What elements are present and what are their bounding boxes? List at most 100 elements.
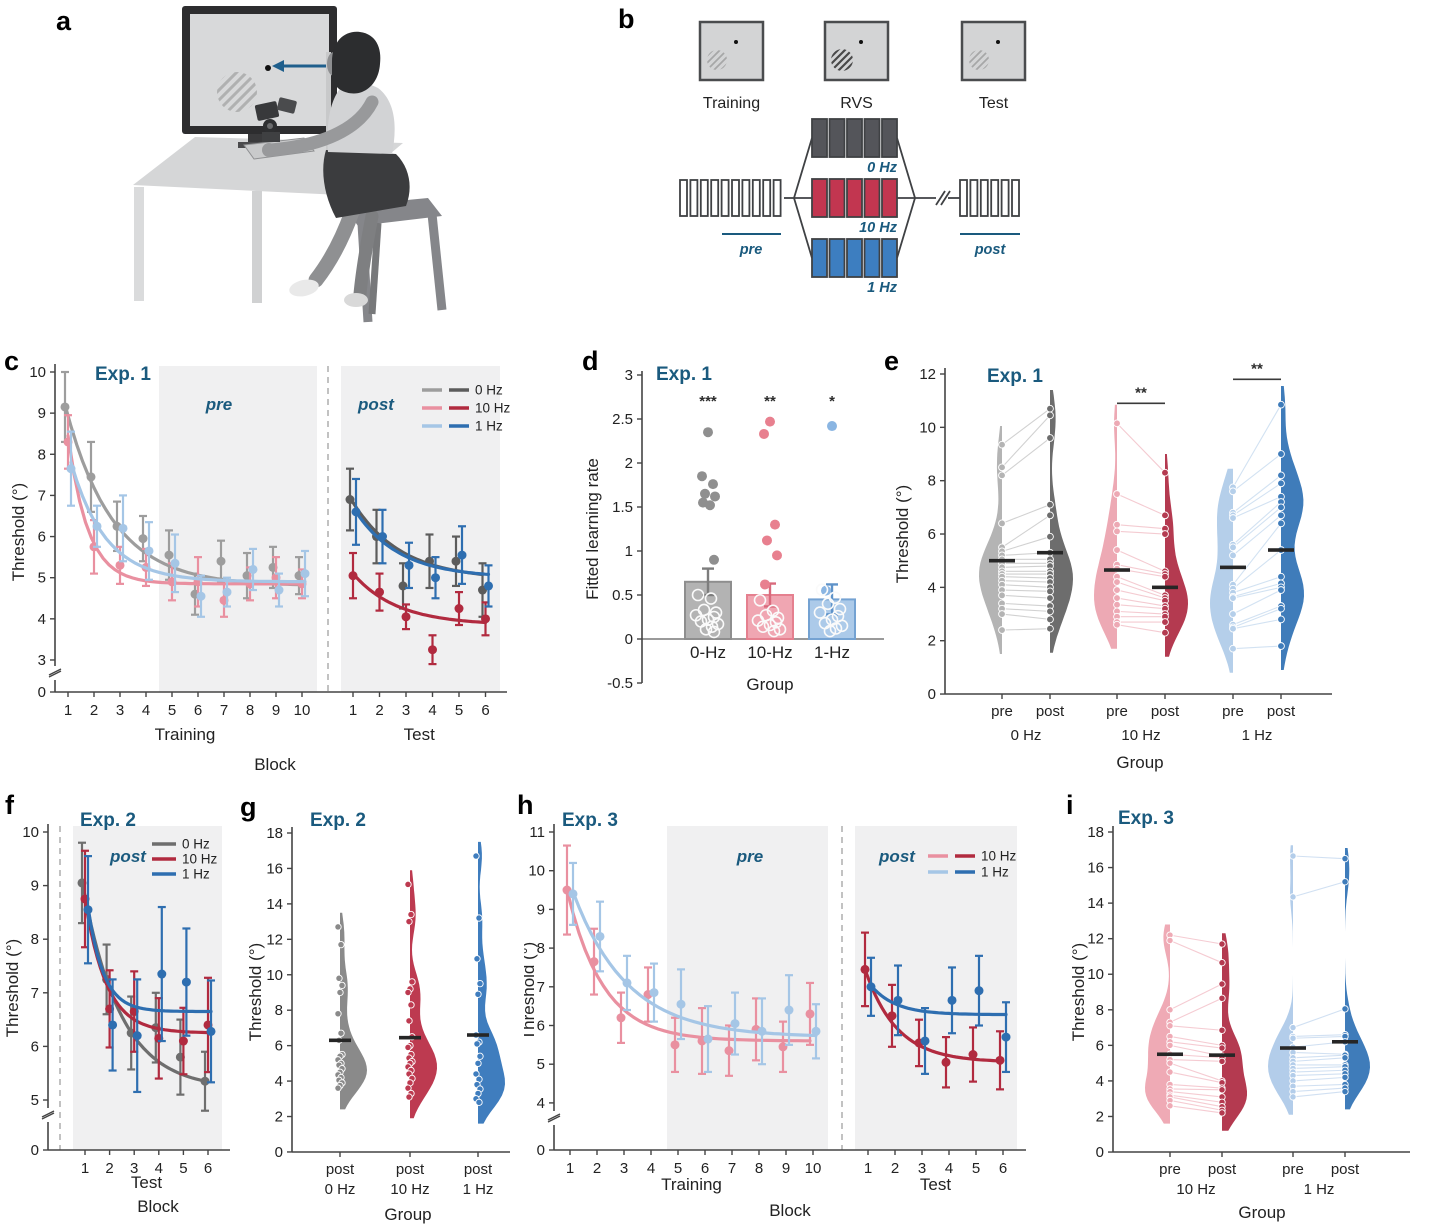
pair-line: [1292, 1083, 1346, 1087]
gabor-stripe: [972, 53, 989, 70]
pair-line: [1292, 1054, 1346, 1059]
subject-dot: [334, 1010, 342, 1018]
subject-dot: [1229, 514, 1237, 522]
subject-dot: [472, 852, 480, 860]
data-point: [670, 1040, 680, 1050]
subject-dot: [998, 471, 1006, 480]
data-point: [118, 523, 128, 533]
pair-line: [1001, 628, 1051, 631]
y-tick-label: 2: [275, 1109, 283, 1126]
subject-dot: [1046, 624, 1054, 633]
pair-line: [1169, 1096, 1223, 1108]
chart-title: Exp. 1: [656, 364, 712, 385]
subject-dot: [1341, 1073, 1349, 1082]
pair-line: [1001, 437, 1051, 476]
subject-dot: [337, 940, 345, 949]
violin: [979, 426, 1002, 654]
group-label: 1 Hz: [463, 1181, 494, 1198]
subject-dot: [998, 440, 1006, 449]
pre-block-rect: [710, 179, 720, 217]
subject-dot: [1161, 468, 1169, 477]
x-tick-label: 6: [701, 1160, 709, 1177]
pair-line: [1169, 1059, 1223, 1062]
fit-curve: [571, 890, 818, 1038]
section-label: Training: [155, 725, 216, 744]
y-axis-title: Threshold (°): [6, 939, 22, 1037]
pair-line: [1169, 983, 1223, 1011]
subject-dot: [1277, 519, 1285, 528]
y-tick-label: 8: [537, 940, 545, 957]
data-point: [730, 1019, 740, 1029]
x-axis-title: Block: [769, 1201, 811, 1220]
group-label: 10 Hz: [1121, 727, 1160, 744]
subject-dot: [1166, 1102, 1174, 1110]
subject-dot: [1166, 1022, 1174, 1030]
subject-dot: [1218, 994, 1226, 1002]
panel-b-diagram: Training RVS Test 0 Hz 10 Hz 1 Hz pre post: [679, 20, 1027, 296]
pair-line: [1169, 997, 1223, 1023]
subject-dot: [335, 974, 343, 982]
pair-line: [1116, 604, 1166, 610]
data-point: [300, 569, 310, 579]
y-axis-title: Threshold (°): [248, 943, 265, 1041]
data-point: [866, 982, 876, 992]
pair-line: [1116, 530, 1166, 535]
subject-dot: [705, 620, 719, 633]
table-leg: [134, 187, 144, 301]
subject-dot: [476, 1052, 484, 1060]
pair-line: [1169, 1041, 1223, 1049]
x-tick-label: 2: [375, 702, 383, 719]
subject-dot: [1046, 615, 1054, 624]
y-tick-label: 8: [38, 446, 46, 463]
pair-line: [1292, 1057, 1346, 1062]
chin-rest-camera: [276, 97, 297, 114]
rvs-block-rect: [811, 118, 828, 158]
y-tick-label: 14: [266, 896, 283, 913]
pair-line: [1001, 589, 1051, 592]
subject-dot: [1229, 610, 1237, 618]
data-point: [401, 612, 411, 622]
pre-label: pre: [739, 242, 763, 258]
subject-dot: [1113, 578, 1121, 586]
shaded-region: [855, 826, 1017, 1150]
pair-line: [1232, 605, 1282, 626]
median-bar: [1280, 1046, 1306, 1050]
gabor-stripe: [707, 50, 724, 67]
subject-dot: [1289, 1023, 1297, 1032]
fit-curve: [869, 984, 1008, 1017]
median-bar: [1209, 1053, 1235, 1057]
subject-dot: [1166, 1041, 1174, 1050]
subject-dot: [1277, 400, 1285, 409]
median-bar: [989, 558, 1015, 563]
pair-line: [1232, 501, 1282, 546]
x-tick-label: 7: [728, 1160, 736, 1177]
gabor-stripe: [832, 50, 852, 70]
pre-block-rect: [679, 179, 688, 217]
outlier-dot: [821, 585, 831, 596]
x-axis-title: Group: [384, 1205, 431, 1224]
pair-line: [1232, 506, 1282, 548]
gaze-arrow-head: [272, 60, 284, 72]
y-tick-label: 10: [1087, 966, 1104, 983]
subject-dot: [1113, 620, 1121, 629]
y-tick-label: 9: [38, 405, 46, 422]
subject-dot: [408, 978, 416, 986]
gabor-stripe: [839, 57, 853, 71]
subject-dot: [1113, 520, 1121, 529]
subject-dot: [1277, 471, 1285, 480]
frequency-label: 1 Hz: [867, 280, 898, 296]
y-tick-label: -0.5: [607, 675, 633, 692]
rvs-block-rect: [811, 238, 828, 278]
data-point: [805, 1009, 815, 1019]
panel-letter-a: a: [56, 6, 72, 36]
data-point: [92, 521, 102, 531]
subject-dot: [1166, 1059, 1174, 1067]
x-tick-label: 3: [620, 1160, 628, 1177]
axis-break: [547, 1113, 561, 1121]
median-bar: [1157, 1052, 1183, 1057]
monitor-stand: [248, 134, 270, 142]
subject-dot: [334, 923, 342, 931]
x-tick-label: 4: [428, 702, 436, 719]
subject-dot: [1113, 546, 1121, 554]
